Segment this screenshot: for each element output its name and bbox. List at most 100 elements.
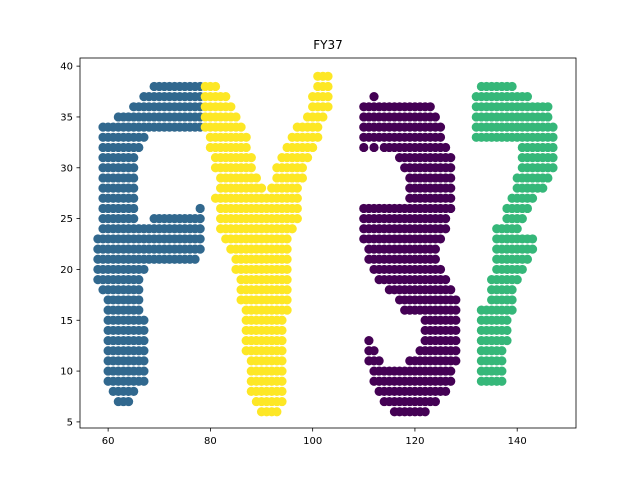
- scatter-point: [210, 81, 221, 92]
- scatter-point: [282, 254, 292, 264]
- scatter-point: [446, 193, 456, 203]
- scatter-point: [292, 183, 302, 193]
- scatter-point: [548, 153, 558, 163]
- scatter-point: [277, 325, 287, 336]
- scatter-point: [134, 295, 144, 305]
- scatter-point: [297, 173, 308, 183]
- scatter-point: [517, 264, 527, 275]
- scatter-point: [364, 335, 374, 346]
- scatter-point: [134, 305, 144, 315]
- scatter-point: [231, 112, 241, 122]
- scatter-point: [129, 203, 139, 214]
- scatter-point: [139, 335, 149, 346]
- scatter-point: [129, 214, 139, 224]
- scatter-point: [502, 325, 512, 336]
- scatter-point: [195, 203, 205, 214]
- scatter-point: [446, 203, 456, 214]
- scatter-point: [139, 366, 149, 376]
- scatter-point: [195, 214, 205, 224]
- scatter-point: [538, 183, 548, 193]
- scatter-point: [420, 407, 430, 417]
- scatter-point: [323, 71, 333, 81]
- data-points: [93, 71, 558, 417]
- scatter-point: [139, 264, 149, 275]
- scatter-point: [548, 142, 558, 153]
- scatter-point: [446, 173, 456, 183]
- scatter-point: [543, 102, 553, 112]
- scatter-point: [123, 396, 134, 407]
- scatter-point: [297, 163, 308, 173]
- scatter-point: [134, 142, 144, 153]
- y-tick-label: 10: [60, 367, 73, 378]
- scatter-point: [451, 325, 461, 336]
- scatter-point: [425, 102, 435, 112]
- scatter-point: [441, 274, 451, 285]
- scatter-point: [292, 214, 302, 224]
- scatter-point: [451, 356, 461, 366]
- scatter-point: [369, 142, 379, 153]
- scatter-point: [512, 224, 522, 234]
- scatter-point: [522, 92, 533, 102]
- scatter-point: [302, 153, 313, 163]
- scatter-point: [441, 214, 451, 224]
- x-tick-label: 100: [303, 436, 322, 447]
- scatter-point: [446, 376, 456, 386]
- scatter-point: [277, 346, 287, 356]
- scatter-point: [277, 376, 287, 386]
- y-tick-label: 15: [60, 316, 73, 327]
- x-tick-label: 80: [204, 436, 217, 447]
- scatter-point: [129, 173, 139, 183]
- scatter-point: [129, 386, 139, 397]
- scatter-point: [277, 335, 287, 346]
- y-tick-label: 20: [60, 265, 73, 276]
- scatter-point: [451, 315, 461, 325]
- scatter-point: [374, 356, 384, 366]
- scatter-point: [430, 112, 440, 122]
- scatter-point: [451, 295, 461, 305]
- scatter-point: [435, 264, 446, 275]
- scatter-point: [435, 234, 446, 244]
- scatter-point: [451, 305, 461, 315]
- scatter-point: [129, 193, 139, 203]
- scatter-point: [287, 224, 297, 234]
- scatter-point: [548, 122, 558, 132]
- scatter-point: [277, 396, 287, 407]
- scatter-point: [129, 153, 139, 163]
- scatter-point: [241, 142, 251, 153]
- y-tick-label: 30: [60, 163, 73, 174]
- scatter-point: [282, 264, 292, 275]
- y-tick-label: 40: [60, 62, 73, 73]
- scatter-point: [129, 183, 139, 193]
- scatter-point: [435, 132, 446, 142]
- scatter-point: [246, 153, 256, 163]
- x-axis: 60 80 100 120 140: [102, 428, 527, 447]
- scatter-point: [369, 346, 379, 356]
- scatter-point: [497, 366, 507, 376]
- scatter-point: [282, 305, 292, 315]
- scatter-point: [134, 274, 144, 285]
- scatter-point: [446, 163, 456, 173]
- scatter-point: [134, 285, 144, 295]
- scatter-point: [236, 122, 246, 132]
- scatter-point: [292, 203, 302, 214]
- scatter-point: [359, 142, 369, 153]
- scatter-point: [435, 122, 446, 132]
- scatter-point: [507, 285, 517, 295]
- scatter-point: [507, 81, 517, 92]
- scatter-point: [543, 173, 553, 183]
- scatter-point: [507, 295, 517, 305]
- scatter-point: [195, 224, 205, 234]
- scatter-point: [522, 254, 533, 264]
- scatter-point: [441, 386, 451, 397]
- scatter-point: [139, 376, 149, 386]
- scatter-point: [446, 366, 456, 376]
- scatter-point: [318, 112, 328, 122]
- scatter-point: [139, 356, 149, 366]
- scatter-point: [139, 325, 149, 336]
- scatter-point: [129, 163, 139, 173]
- y-axis: 5 10 15 20 25 30 35 40: [60, 62, 80, 428]
- scatter-point: [292, 193, 302, 203]
- axes-frame: [79, 57, 577, 429]
- scatter-point: [195, 244, 205, 254]
